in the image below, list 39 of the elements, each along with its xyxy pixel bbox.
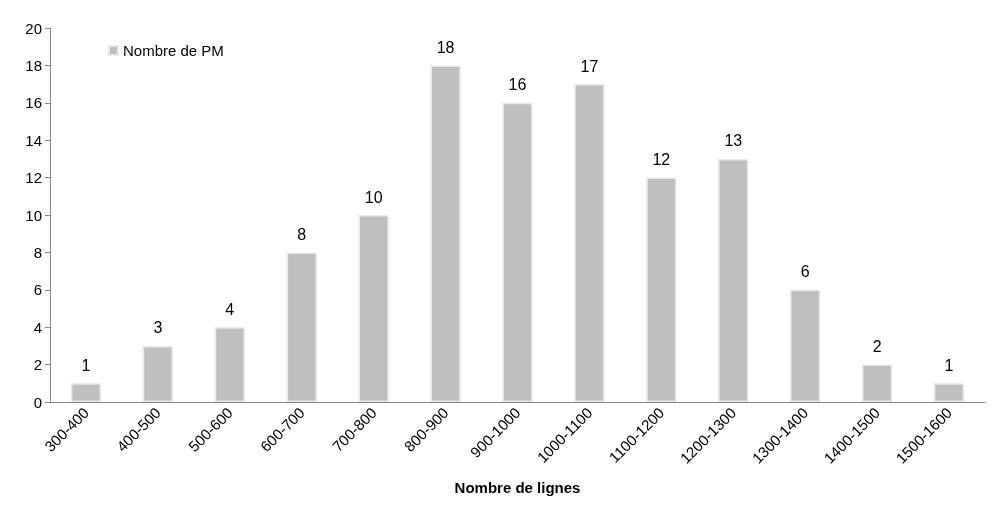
data-label: 2 bbox=[872, 338, 882, 356]
bar bbox=[646, 177, 677, 402]
data-label: 6 bbox=[800, 263, 810, 281]
bar bbox=[70, 383, 102, 402]
data-label: 1 bbox=[944, 356, 954, 374]
y-tick-label: 10 bbox=[25, 206, 42, 224]
legend-label: Nombre de PM bbox=[123, 42, 224, 59]
data-label: 13 bbox=[724, 132, 743, 150]
y-tick-label: 6 bbox=[33, 281, 42, 299]
bar bbox=[790, 289, 821, 402]
y-tick-label: 18 bbox=[25, 56, 42, 74]
bar bbox=[286, 252, 317, 402]
data-label: 8 bbox=[297, 225, 307, 243]
y-tick-label: 0 bbox=[33, 393, 42, 411]
data-label: 10 bbox=[364, 188, 383, 206]
bar bbox=[933, 383, 965, 402]
bar bbox=[502, 102, 533, 402]
y-tick-label: 2 bbox=[33, 356, 42, 374]
bar bbox=[718, 158, 749, 402]
y-tick-label: 16 bbox=[25, 94, 42, 112]
y-tick-label: 4 bbox=[33, 318, 42, 336]
bar bbox=[358, 215, 389, 402]
bar bbox=[862, 364, 893, 402]
y-tick-label: 8 bbox=[33, 243, 42, 261]
data-label: 4 bbox=[225, 300, 235, 318]
y-tick-label: 14 bbox=[25, 131, 42, 149]
data-label: 12 bbox=[652, 151, 671, 169]
bar bbox=[574, 84, 605, 402]
data-label: 17 bbox=[580, 57, 599, 75]
y-tick-label: 12 bbox=[25, 169, 42, 187]
data-label: 16 bbox=[508, 76, 527, 94]
y-tick-label: 20 bbox=[25, 19, 42, 37]
bar bbox=[214, 327, 245, 402]
data-label: 3 bbox=[153, 319, 163, 337]
bar bbox=[142, 345, 173, 402]
data-label: 1 bbox=[81, 356, 91, 374]
data-label: 18 bbox=[436, 38, 455, 56]
x-axis-title: Nombre de lignes bbox=[454, 479, 581, 496]
bar bbox=[430, 65, 461, 402]
